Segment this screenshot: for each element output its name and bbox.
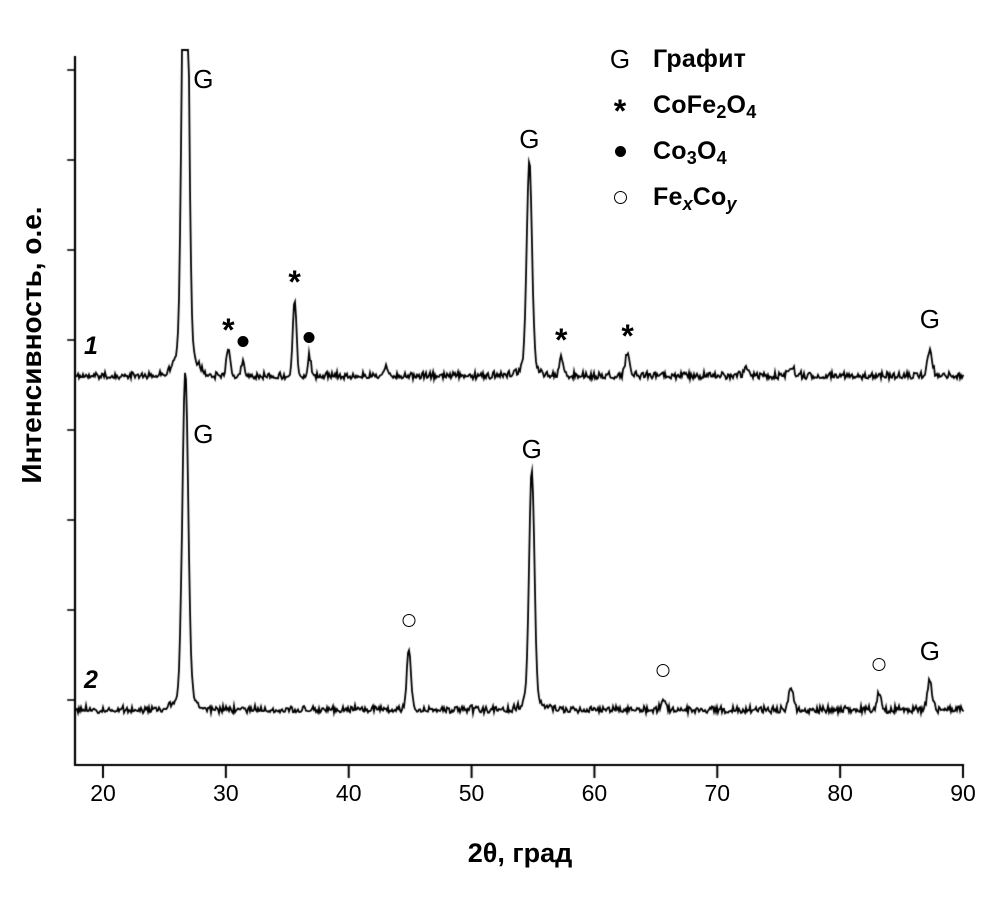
x-tick-label: 30: [213, 780, 239, 806]
x-axis-label: 2θ, град: [467, 838, 573, 868]
x-tick-label: 90: [950, 780, 976, 806]
peak-marker-fexcoy-icon: [402, 614, 416, 627]
peak-marker-fexcoy-icon: [656, 664, 670, 677]
peak-label-graphite: G: [519, 124, 540, 154]
peak-marker-cofe2o4-icon: *: [621, 318, 634, 354]
peak-marker-fexcoy-icon: [872, 658, 886, 671]
x-tick-label: 80: [827, 780, 853, 806]
open-circle-icon: [595, 190, 645, 204]
legend-label: Co3O4: [653, 136, 727, 168]
y-axis-label: Интенсивность, о.е.: [16, 206, 47, 484]
peak-marker-co3o4-icon: [303, 332, 315, 343]
peak-label-graphite: G: [521, 434, 542, 464]
legend: G Графит * CoFe2O4 Co3O4 FexCoy: [595, 36, 756, 220]
filled-circle-icon: [595, 145, 645, 157]
graphite-symbol: G: [609, 43, 631, 74]
x-tick-label: 40: [335, 780, 362, 806]
curve-label: 1: [84, 332, 98, 360]
legend-label: CoFe2O4: [653, 90, 757, 122]
peak-label-graphite: G: [919, 636, 940, 666]
peak-label-graphite: G: [193, 64, 214, 94]
x-tick-label: 50: [458, 780, 485, 806]
curve-label: 2: [84, 666, 98, 694]
x-tick-label: 70: [704, 780, 731, 806]
peak-marker-cofe2o4-icon: *: [555, 322, 568, 358]
peak-marker-cofe2o4-icon: *: [288, 264, 301, 300]
peak-label-graphite: G: [193, 419, 214, 449]
legend-label: FexCoy: [653, 182, 737, 214]
peak-marker-cofe2o4-icon: *: [222, 312, 235, 348]
legend-row: * CoFe2O4: [613, 90, 757, 129]
legend-row: Co3O4: [595, 128, 756, 174]
peak-label-graphite: G: [919, 304, 940, 334]
x-tick-label: 20: [90, 780, 116, 806]
legend-label: Графит: [653, 44, 747, 73]
legend-row: G Графит: [595, 36, 756, 82]
peak-marker-co3o4-icon: [237, 336, 249, 347]
x-tick-label: 60: [581, 780, 608, 806]
legend-row: FexCoy: [595, 174, 756, 220]
